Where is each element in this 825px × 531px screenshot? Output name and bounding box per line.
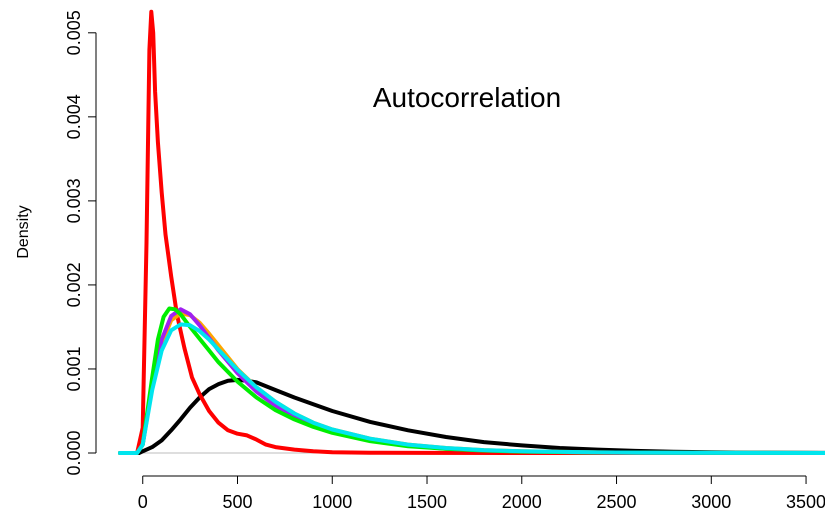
x-tick-label-2: 1000: [312, 492, 352, 512]
x-tick-label-0: 0: [138, 492, 148, 512]
axes-layer: 0 500 1000 1500 2000 2500 3000 3500 0.000 0.001 0.…: [64, 10, 825, 512]
chart-annotation: Autocorrelation: [373, 82, 561, 113]
x-tick-label-6: 3000: [691, 492, 731, 512]
y-tick-label-5: 0.005: [64, 10, 84, 55]
y-tick-label-4: 0.004: [64, 94, 84, 139]
y-axis-label: Density: [15, 205, 32, 258]
y-tick-label-2: 0.002: [64, 262, 84, 307]
x-tick-label-5: 2500: [597, 492, 637, 512]
y-tick-label-1: 0.001: [64, 346, 84, 391]
series-line-5: [118, 322, 825, 455]
y-tick-label-3: 0.003: [64, 178, 84, 223]
y-tick-label-0: 0.000: [64, 430, 84, 475]
series-line-1: [118, 9, 825, 455]
x-tick-label-4: 2000: [502, 492, 542, 512]
x-tick-label-1: 500: [222, 492, 252, 512]
x-tick-label-7: 3500: [786, 492, 825, 512]
series-layer: [118, 9, 825, 455]
series-line-0: [118, 377, 825, 455]
x-tick-label-3: 1500: [407, 492, 447, 512]
